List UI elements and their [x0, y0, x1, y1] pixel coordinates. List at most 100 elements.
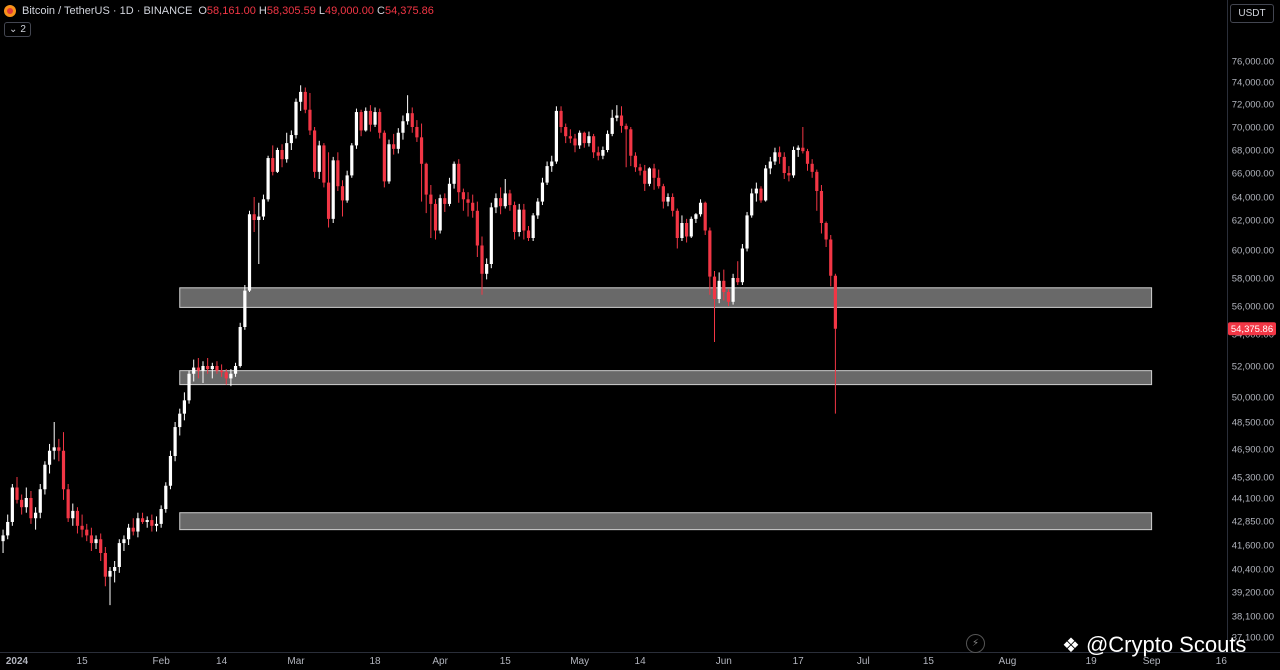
candle	[671, 193, 675, 217]
candle	[178, 408, 182, 436]
candle	[313, 127, 317, 178]
candle	[685, 218, 689, 243]
candle	[629, 127, 633, 167]
candle	[103, 547, 107, 587]
candle	[522, 203, 526, 240]
open-value: 58,161.00	[206, 5, 256, 17]
candle	[550, 155, 554, 172]
chevron-down-icon: ⌄	[9, 24, 18, 35]
candle	[745, 211, 749, 252]
symbol-legend: Bitcoin / TetherUS · 1D · BINANCE O58,16…	[4, 5, 434, 17]
price-tick-label: 45,300.00	[1232, 473, 1274, 484]
support-zone-2[interactable]	[179, 370, 1153, 386]
candle	[740, 244, 744, 285]
candle	[192, 359, 196, 382]
candle	[108, 567, 112, 606]
candle	[796, 145, 800, 157]
candle	[89, 527, 93, 551]
candle	[71, 503, 75, 526]
time-tick-label: 17	[793, 656, 805, 667]
candle	[815, 169, 819, 211]
candle	[554, 106, 558, 164]
candle	[215, 361, 219, 374]
candle	[322, 143, 326, 188]
lightning-icon[interactable]: ⚡	[966, 634, 985, 653]
candle	[280, 144, 284, 168]
candle	[308, 93, 312, 136]
candle	[285, 132, 289, 163]
price-tick-label: 42,850.00	[1232, 517, 1274, 528]
candle	[666, 193, 670, 207]
last-price-label: 54,375.86	[1231, 324, 1273, 335]
time-tick-label: May	[570, 656, 589, 667]
support-zone-3[interactable]	[179, 512, 1153, 531]
candle	[503, 179, 507, 209]
candle	[778, 146, 782, 164]
candle	[364, 107, 368, 132]
candle	[15, 477, 19, 504]
price-tick-label: 37,100.00	[1232, 633, 1274, 644]
time-tick-label: 19	[1086, 656, 1098, 667]
price-tick-label: 68,000.00	[1232, 146, 1274, 157]
time-tick-label: 14	[216, 656, 228, 667]
candle	[373, 107, 377, 127]
candle	[247, 210, 252, 292]
candle	[601, 146, 605, 160]
candle	[140, 512, 145, 524]
candle	[117, 539, 121, 573]
candle	[52, 422, 56, 460]
price-tick-label: 48,500.00	[1232, 418, 1274, 429]
candle	[233, 362, 238, 377]
candle	[764, 164, 768, 202]
candle	[340, 180, 345, 217]
candle	[801, 127, 805, 154]
indicators-toggle[interactable]: ⌄ 2	[4, 22, 31, 37]
price-axis: 76,000.00 74,000.00 72,000.00 70,000.00 68,0…	[1227, 0, 1274, 652]
time-axis: 2024 15 Feb 14 Mar 18 Apr 15 May 14 Jun 17 Jul 15 Aug 1…	[0, 652, 1280, 667]
candle	[336, 152, 340, 191]
support-zones	[179, 287, 1153, 531]
candle	[57, 438, 61, 462]
currency-button[interactable]: USDT	[1230, 4, 1274, 23]
candle	[354, 108, 359, 149]
candle	[833, 273, 837, 414]
candle	[29, 491, 33, 524]
close-label: C	[377, 5, 385, 17]
price-tick-label: 70,000.00	[1232, 123, 1274, 134]
support-zone-1[interactable]	[179, 287, 1153, 308]
candle	[224, 369, 228, 385]
price-tick-label: 72,000.00	[1232, 100, 1274, 111]
last-price-tag: 54,375.86	[1228, 322, 1276, 336]
price-tick-label: 52,000.00	[1232, 362, 1274, 373]
candle	[122, 535, 126, 551]
price-tick-label: 50,000.00	[1232, 393, 1274, 404]
candle	[201, 361, 205, 384]
candle	[196, 358, 200, 379]
candle	[113, 561, 117, 583]
watermark: ❖ @Crypto Scouts	[1062, 632, 1246, 658]
candle	[447, 177, 452, 207]
candle	[461, 188, 465, 211]
candle	[736, 261, 740, 285]
low-value: 49,000.00	[325, 5, 374, 17]
candle	[20, 494, 24, 515]
candle	[61, 432, 66, 500]
time-tick-label: 2024	[6, 656, 29, 667]
candle	[559, 106, 563, 133]
candle	[573, 133, 577, 153]
ohlc-values: O58,161.00 H58,305.59 L49,000.00 C54,375…	[198, 5, 434, 17]
candle	[452, 161, 456, 189]
candle	[587, 131, 591, 147]
time-tick-label: Sep	[1143, 656, 1161, 667]
close-value: 54,375.86	[384, 5, 434, 17]
symbol-title[interactable]: Bitcoin / TetherUS · 1D · BINANCE	[22, 5, 193, 17]
candle	[99, 533, 103, 561]
price-tick-label: 62,000.00	[1232, 216, 1274, 227]
candle	[331, 156, 335, 223]
candle	[229, 369, 233, 387]
candle	[499, 187, 503, 215]
candle	[80, 514, 84, 538]
time-tick-label: 14	[635, 656, 647, 667]
time-tick-label: 16	[1216, 656, 1228, 667]
